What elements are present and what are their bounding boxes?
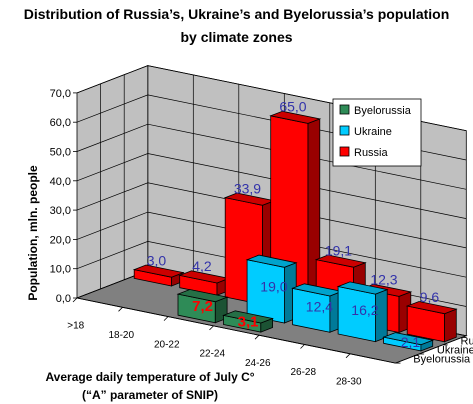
- bar-top-byelorussia: [222, 310, 275, 324]
- depth-label: Byelorussia: [413, 354, 471, 366]
- x-axis-subtitle: (“A” parameter of SNIP): [81, 388, 219, 402]
- x-tick-label: 20-22: [154, 339, 180, 350]
- data-label-russia: 12,3: [370, 272, 397, 288]
- chart-subtitle: by climate zones: [180, 29, 293, 45]
- x-tick-mark: [300, 344, 305, 349]
- side-wall: [76, 65, 149, 299]
- x-tick-label: 28-30: [336, 376, 362, 387]
- x-tick-mark: [254, 334, 260, 340]
- y-tick-label: 70,0: [50, 88, 71, 100]
- data-label-byelorussia: 7,2: [192, 298, 213, 315]
- bar-top-ukraine: [382, 332, 435, 346]
- legend-label-ukraine: Ukraine: [354, 126, 392, 138]
- y-tick-label: 0,0: [56, 293, 71, 305]
- y-tick-label: 40,0: [50, 176, 71, 188]
- bar-top-ukraine: [336, 281, 389, 295]
- y-tick-label: 20,0: [50, 234, 71, 246]
- x-tick-label: 26-28: [290, 367, 316, 378]
- depth-axis-line: [395, 335, 467, 364]
- x-tick-label: 18-20: [108, 330, 134, 341]
- x-tick-mark: [118, 307, 123, 312]
- bar-side-russia: [444, 308, 457, 343]
- x-tick-mark: [345, 353, 351, 359]
- x-axis-title: Average daily temperature of July C°: [45, 370, 255, 384]
- data-label-ukraine: 2,1: [401, 334, 421, 350]
- legend-swatch-byelorussia: [339, 104, 350, 115]
- bar-top-russia: [269, 110, 322, 124]
- data-label-russia: 9,6: [420, 289, 440, 305]
- legend-label-russia: Russia: [354, 147, 389, 159]
- y-tick-label: 10,0: [50, 264, 71, 276]
- x-tick-label: 24-26: [245, 358, 271, 369]
- data-label-ukraine: 16,2: [351, 302, 378, 318]
- x-axis-line: [76, 297, 396, 364]
- x-tick-label: >18: [67, 321, 84, 332]
- bar-top-byelorussia: [176, 289, 229, 303]
- data-label-russia: 4,2: [192, 258, 212, 274]
- bar-top-russia: [314, 254, 367, 268]
- chart-title: Distribution of Russia’s, Ukraine’s and …: [23, 6, 450, 22]
- data-label-ukraine: 19,0: [260, 279, 287, 295]
- bar-top-russia: [405, 301, 458, 315]
- legend-label-byelorussia: Byelorussia: [354, 105, 412, 117]
- bar-top-ukraine: [245, 254, 298, 268]
- data-label-russia: 65,0: [279, 99, 306, 115]
- depth-label: Russia: [461, 335, 473, 347]
- y-tick-label: 30,0: [50, 205, 71, 217]
- data-label-russia: 3,0: [147, 252, 167, 268]
- legend-swatch-ukraine: [339, 125, 350, 136]
- legend-swatch-russia: [339, 146, 350, 157]
- depth-label: Ukraine: [437, 344, 473, 356]
- x-tick-mark: [163, 316, 169, 321]
- bar-top-russia: [132, 264, 185, 278]
- x-tick-label: 22-24: [199, 349, 225, 360]
- y-tick-label: 60,0: [50, 117, 71, 129]
- data-label-ukraine: 12,4: [306, 299, 333, 315]
- data-label-byelorussia: 3,1: [238, 313, 259, 330]
- data-label-russia: 33,9: [234, 180, 261, 196]
- x-tick-mark: [72, 297, 78, 303]
- x-tick-mark: [209, 325, 214, 331]
- y-tick-label: 50,0: [50, 147, 71, 159]
- data-label-russia: 19,1: [325, 242, 352, 258]
